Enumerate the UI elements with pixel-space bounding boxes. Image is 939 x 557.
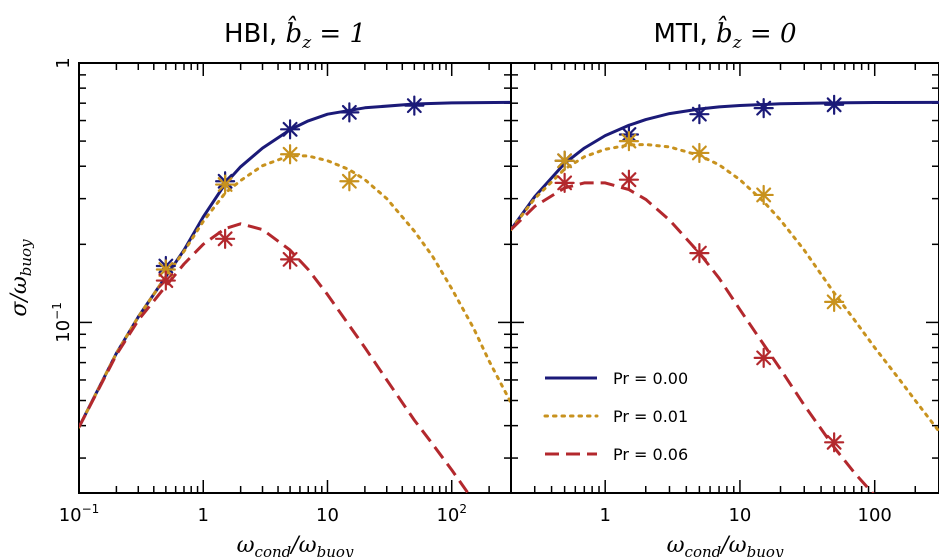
data-marker (824, 94, 845, 115)
data-marker (753, 184, 774, 206)
series-line (79, 100, 511, 428)
plot-frame (510, 62, 939, 494)
data-marker (689, 104, 710, 125)
legend-label: Pr = 0.06 (613, 445, 688, 464)
y-ticks (79, 62, 511, 459)
x-tick-label: 1 (198, 505, 209, 526)
x-tick-label: 10−1 (59, 502, 100, 526)
x-tick-label: 10 (316, 505, 339, 526)
left-panel-title: HBI, b̂z = 1 (224, 15, 366, 53)
data-marker (753, 347, 774, 368)
hbi-panel: 10−1 1 10 102 10−1 1 (50, 57, 512, 526)
x-ticks (510, 63, 939, 493)
x-tick-label: 100 (858, 505, 892, 526)
series-line (511, 143, 939, 433)
data-marker (824, 291, 845, 312)
y-ticks (511, 62, 939, 459)
data-marker (404, 95, 425, 116)
x-tick-label: 102 (436, 502, 467, 526)
data-marker (339, 171, 360, 192)
data-marker (554, 150, 575, 171)
legend: Pr = 0.00 Pr = 0.01 Pr = 0.06 (543, 369, 688, 464)
x-tick-label: 1 (599, 505, 610, 526)
series-group (511, 94, 939, 493)
legend-label: Pr = 0.01 (613, 407, 688, 426)
data-marker (689, 243, 710, 264)
x-tick-label: 10 (728, 505, 751, 526)
right-x-axis-label: ωcond/ωbuoy (667, 533, 784, 557)
legend-label: Pr = 0.00 (613, 369, 688, 388)
data-marker (279, 249, 301, 270)
y-tick-label: 10−1 (50, 302, 74, 343)
series-group (79, 95, 511, 493)
data-marker (279, 144, 301, 165)
data-marker (155, 270, 176, 291)
data-marker (824, 432, 845, 453)
data-marker (215, 228, 236, 249)
series-line (511, 100, 939, 231)
data-marker (618, 130, 640, 152)
data-marker (554, 172, 575, 193)
series-line (79, 222, 470, 493)
right-panel-title: MTI, b̂z = 0 (654, 15, 797, 53)
series-line (79, 154, 511, 429)
data-marker (339, 102, 360, 123)
series-line (511, 181, 875, 493)
data-marker (753, 98, 774, 119)
y-tick-label: 1 (53, 57, 74, 68)
data-marker (215, 174, 236, 195)
mti-panel: 1 10 100 (510, 62, 939, 526)
data-marker (689, 142, 710, 164)
data-marker (618, 169, 640, 190)
y-axis-label: σ/ωbuoy (7, 239, 35, 317)
left-x-axis-label: ωcond/ωbuoy (237, 533, 354, 557)
data-marker (279, 119, 301, 140)
